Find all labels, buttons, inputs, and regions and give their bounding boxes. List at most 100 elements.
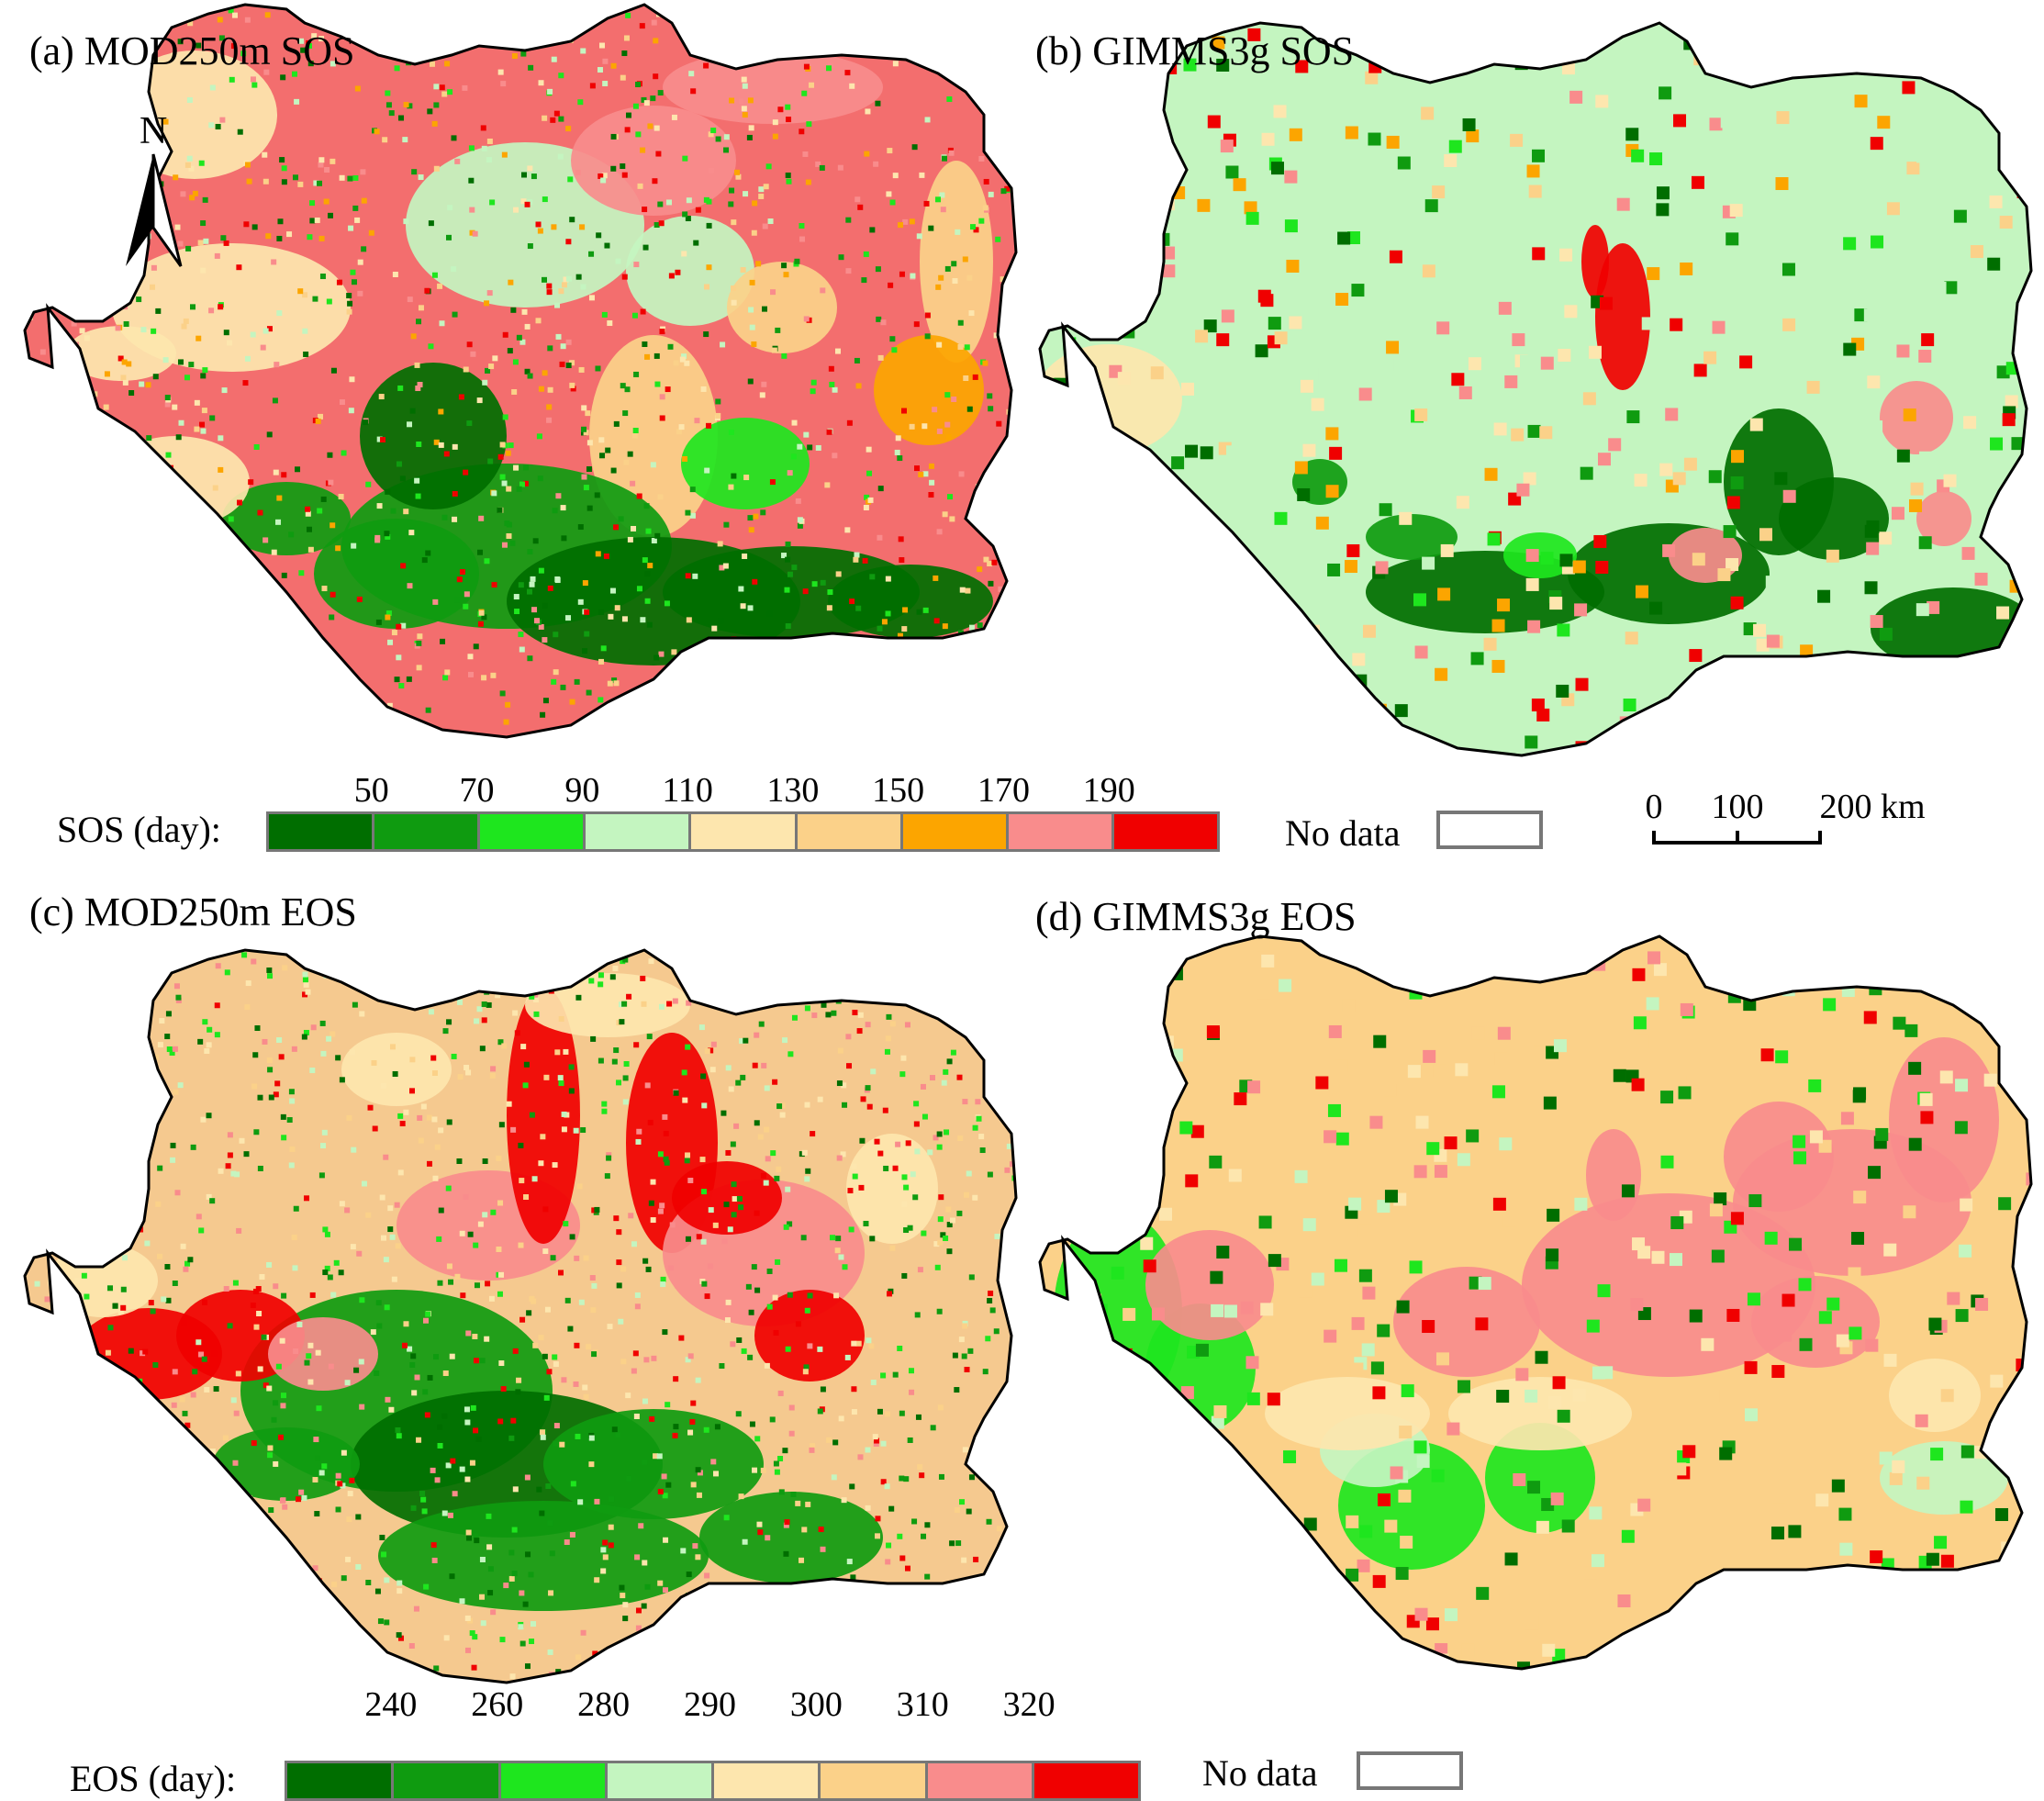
map-pixel bbox=[121, 359, 128, 365]
map-pixel bbox=[1903, 408, 1916, 422]
map-pixel bbox=[497, 453, 504, 460]
map-pixel bbox=[669, 1222, 676, 1228]
map-pixel bbox=[969, 624, 976, 631]
map-pixel bbox=[255, 1559, 262, 1565]
map-pixel bbox=[198, 1227, 205, 1234]
map-pixel bbox=[1476, 1586, 1490, 1600]
map-pixel bbox=[1415, 1115, 1429, 1129]
map-pixel bbox=[82, 389, 88, 396]
map-pixel bbox=[1471, 1026, 1485, 1040]
map-pixel bbox=[437, 283, 443, 289]
map-pixel bbox=[1206, 1025, 1220, 1039]
map-pixel bbox=[74, 1605, 81, 1611]
map-pixel bbox=[177, 359, 184, 365]
map-pixel bbox=[154, 1437, 161, 1443]
map-pixel bbox=[296, 1496, 302, 1503]
map-pixel bbox=[359, 1297, 365, 1303]
map-pixel bbox=[64, 6, 71, 13]
map-pixel bbox=[307, 628, 314, 634]
map-pixel bbox=[1525, 577, 1539, 591]
map-pixel bbox=[66, 666, 73, 672]
map-pixel bbox=[1247, 1080, 1261, 1094]
map-pixel bbox=[335, 545, 341, 552]
map-pixel bbox=[1240, 1301, 1254, 1314]
map-pixel bbox=[141, 686, 148, 692]
map-pixel bbox=[959, 587, 966, 593]
map-pixel bbox=[892, 1371, 899, 1378]
eos-legend-swatch-4 bbox=[711, 1763, 819, 1798]
map-pixel bbox=[548, 1590, 554, 1596]
map-pixel bbox=[391, 1276, 397, 1282]
map-pixel bbox=[486, 290, 493, 296]
map-pixel bbox=[166, 522, 173, 529]
map-pixel bbox=[25, 1457, 31, 1463]
sos-legend-swatch-0 bbox=[269, 814, 373, 849]
map-pixel bbox=[1040, 745, 1052, 755]
map-pixel bbox=[1886, 202, 1900, 216]
map-pixel bbox=[1346, 231, 1360, 245]
map-pixel bbox=[328, 1363, 334, 1370]
map-pixel bbox=[276, 1037, 283, 1044]
map-pixel bbox=[1071, 1024, 1085, 1038]
map-pixel bbox=[177, 1082, 184, 1089]
map-pixel bbox=[94, 1649, 100, 1655]
map-pixel bbox=[935, 196, 942, 203]
map-pixel bbox=[1426, 1142, 1440, 1156]
map-pixel bbox=[64, 149, 71, 155]
map-pixel bbox=[88, 549, 95, 555]
map-pixel bbox=[464, 591, 470, 598]
map-pixel bbox=[266, 1385, 273, 1392]
map-pixel bbox=[339, 174, 345, 181]
map-pixel bbox=[74, 698, 81, 704]
map-pixel bbox=[846, 1063, 853, 1069]
map-pixel bbox=[129, 458, 136, 464]
map-pixel bbox=[754, 1436, 761, 1442]
map-region-patch bbox=[571, 106, 736, 216]
map-pixel bbox=[306, 42, 312, 49]
map-pixel bbox=[84, 621, 91, 627]
map-pixel bbox=[36, 552, 42, 558]
map-pixel bbox=[1583, 1566, 1597, 1580]
map-pixel bbox=[916, 609, 922, 615]
map-pixel bbox=[1002, 59, 1009, 65]
map-pixel bbox=[546, 1369, 553, 1375]
map-pixel bbox=[138, 1123, 144, 1129]
map-pixel bbox=[293, 1348, 299, 1354]
map-pixel bbox=[96, 650, 103, 656]
map-pixel bbox=[513, 464, 519, 471]
map-pixel bbox=[529, 993, 535, 1000]
map-pixel bbox=[1536, 708, 1550, 722]
map-pixel bbox=[1559, 248, 1573, 262]
map-pixel bbox=[1151, 475, 1165, 488]
map-pixel bbox=[102, 1672, 108, 1679]
map-pixel bbox=[44, 698, 50, 704]
map-pixel bbox=[763, 184, 769, 190]
map-pixel bbox=[1761, 46, 1775, 60]
map-pixel bbox=[84, 677, 91, 683]
map-pixel bbox=[875, 266, 881, 273]
map-pixel bbox=[267, 973, 274, 979]
map-pixel bbox=[262, 151, 268, 158]
map-pixel bbox=[780, 1586, 787, 1593]
map-pixel bbox=[870, 1068, 877, 1075]
map-pixel bbox=[344, 1380, 351, 1386]
map-pixel bbox=[938, 962, 944, 968]
scale-tick-0: 0 bbox=[1645, 788, 1663, 826]
map-pixel bbox=[219, 555, 226, 562]
map-pixel bbox=[123, 211, 129, 218]
map-pixel bbox=[480, 1620, 486, 1627]
map-pixel bbox=[946, 96, 953, 103]
map-pixel bbox=[466, 1535, 473, 1541]
map-pixel bbox=[437, 1280, 443, 1286]
map-pixel bbox=[183, 569, 189, 576]
map-pixel bbox=[1352, 653, 1366, 666]
map-pixel bbox=[1042, 1163, 1056, 1177]
map-pixel bbox=[900, 45, 907, 51]
map-pixel bbox=[1200, 446, 1213, 460]
map-pixel bbox=[510, 1417, 517, 1424]
map-pixel bbox=[978, 218, 985, 224]
map-pixel bbox=[236, 1227, 242, 1234]
map-pixel bbox=[318, 1470, 325, 1476]
map-pixel bbox=[446, 1263, 452, 1270]
map-pixel bbox=[1040, 164, 1054, 178]
